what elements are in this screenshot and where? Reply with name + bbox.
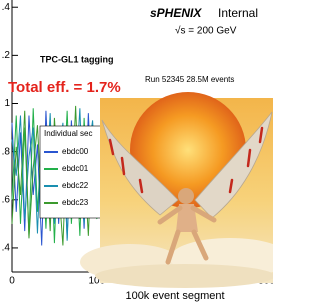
- legend-label: ebdc00: [62, 147, 89, 156]
- image-head: [178, 188, 194, 204]
- x-tick-label: 0: [9, 276, 15, 287]
- y-tick-label: .2: [2, 50, 11, 61]
- x-axis-label: 100k event segment: [125, 290, 224, 302]
- run-info: Run 52345 28.5M events: [145, 75, 234, 84]
- chart: .4.6.81.2.40100200300 Individual sec ebd…: [0, 0, 273, 303]
- experiment: sPHENIX: [150, 6, 202, 20]
- legend-label: ebdc23: [62, 198, 89, 207]
- annotation: Total eff. = 1.7%: [8, 79, 121, 96]
- legend: Individual sec ebdc00 ebdc01 ebdc22 ebdc23: [40, 126, 104, 218]
- y-tick-label: 1: [4, 98, 10, 109]
- legend-title: Individual sec: [44, 129, 92, 138]
- status-label: Internal: [218, 6, 258, 20]
- y-tick-label: .4: [2, 243, 11, 254]
- overlay-image: [80, 92, 273, 288]
- legend-label: ebdc01: [62, 164, 89, 173]
- image-cloud: [95, 264, 273, 288]
- y-tick-label: .8: [2, 146, 11, 157]
- legend-label: ebdc22: [62, 181, 89, 190]
- subtitle: TPC-GL1 tagging: [40, 54, 114, 64]
- energy: √s = 200 GeV: [175, 25, 237, 37]
- y-tick-label: .6: [2, 194, 11, 205]
- y-tick-label: .4: [2, 2, 11, 13]
